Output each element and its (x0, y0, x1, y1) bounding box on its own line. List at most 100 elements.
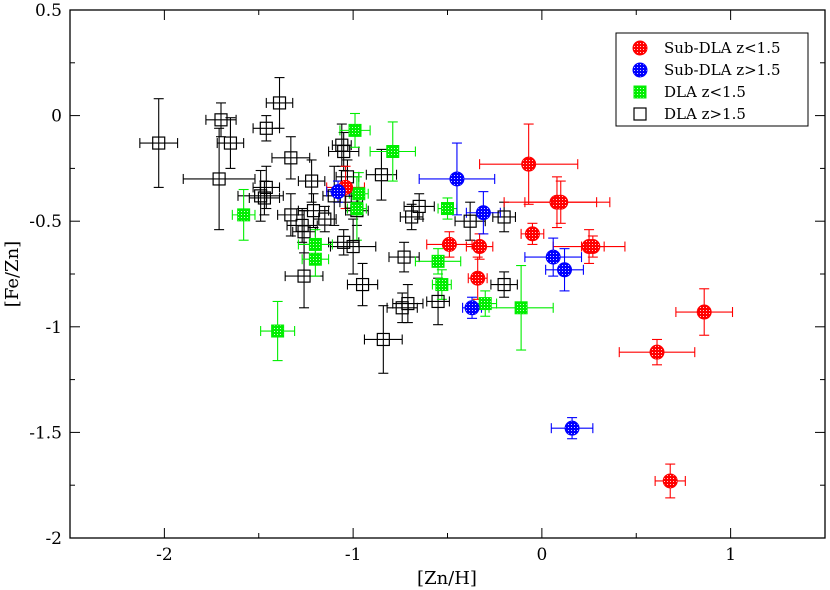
legend-marker-sub-dla-z-1-5 (632, 40, 648, 56)
dla-z-1-5-errorbar (248, 180, 281, 216)
dla-z-1-5-point (346, 239, 360, 254)
dla-z-1-5-point (237, 208, 251, 222)
legend-label-sub-dla-z-1-5: Sub-DLA z>1.5 (664, 61, 781, 79)
sub-dla-z-1-5-point (585, 239, 601, 255)
dla-z-1-5-point (412, 199, 426, 214)
y-tick-label: 0 (51, 107, 62, 127)
dla-z-1-5-point (318, 212, 332, 226)
y-tick-label: -1 (45, 318, 62, 338)
dla-z-1-5-point (152, 136, 166, 150)
sub-dla-z-1-5-point (521, 156, 537, 172)
dla-z-1-5-point (305, 174, 319, 188)
legend-marker-dla-z-1-5 (633, 107, 647, 121)
dla-z-1-5-errorbar (231, 188, 256, 241)
dla-z-1-5-point (284, 151, 298, 165)
legend-marker-dla-z-1-5 (633, 85, 647, 99)
dla-z-1-5-point (308, 252, 322, 266)
dla-z-1-5-point (306, 204, 321, 218)
dla-z-1-5-point (435, 278, 449, 292)
dla-z-1-5-errorbar (328, 229, 360, 256)
dla-z-1-5-point (478, 297, 492, 311)
y-tick-label: -2 (45, 529, 62, 549)
data-points (152, 96, 712, 489)
x-tick-label: -1 (345, 545, 362, 565)
sub-dla-z-1-5-point (464, 300, 480, 316)
dla-z-1-5-point (497, 210, 511, 224)
sub-dla-z-1-5-point (449, 171, 465, 187)
dla-z-1-5-point (348, 123, 362, 137)
dla-z-1-5-point (212, 172, 226, 186)
dla-z-1-5-point (355, 277, 370, 292)
y-tick-label: -0.5 (29, 212, 62, 232)
dla-z-1-5-errorbar (329, 218, 377, 275)
sub-dla-z-1-5-point (557, 262, 573, 278)
dla-z-1-5-point (374, 168, 389, 182)
dla-z-1-5-point (441, 202, 454, 216)
dla-z-1-5-errorbar (346, 262, 379, 307)
dla-z-1-5-point (214, 113, 228, 127)
dla-z-1-5-point (254, 189, 268, 203)
sub-dla-z-1-5-point (472, 239, 488, 255)
dla-z-1-5-errorbar (216, 117, 245, 169)
dla-z-1-5-errorbar (388, 241, 420, 273)
sub-dla-z-1-5-point (553, 194, 569, 210)
dla-z-1-5-errorbar (277, 193, 305, 237)
dla-z-1-5-point (297, 269, 311, 283)
dla-z-1-5-point (308, 237, 322, 251)
legend-marker-sub-dla-z-1-5 (632, 62, 648, 78)
x-tick-label: -2 (156, 545, 173, 565)
legend-label-dla-z-1-5: DLA z<1.5 (664, 83, 746, 101)
dla-z-1-5-point (272, 96, 287, 110)
dla-z-1-5-errorbar (490, 271, 518, 298)
sub-dla-z-1-5-point (649, 344, 665, 360)
dla-z-1-5-errorbar (365, 148, 398, 201)
legend-box (615, 32, 809, 127)
dla-z-1-5-errorbar (139, 98, 179, 188)
dla-z-1-5-point (259, 121, 273, 135)
dla-z-1-5-errorbar (312, 205, 337, 233)
dla-z-1-5-point (350, 202, 364, 216)
legend-label-dla-z-1-5: DLA z>1.5 (664, 105, 746, 123)
dla-z-1-5-errorbar (182, 127, 256, 231)
sub-dla-z-1-5-point (696, 304, 712, 320)
sub-dla-z-1-5-point (475, 205, 491, 221)
y-tick-label: 0.5 (35, 1, 62, 21)
dla-z-1-5-errorbar (265, 77, 294, 129)
dla-z-1-5-point (386, 145, 400, 159)
dla-z-1-5-point (297, 225, 311, 239)
dla-z-1-5-point (463, 214, 477, 228)
sub-dla-z-1-5-point (662, 473, 678, 489)
sub-dla-z-1-5-point (524, 226, 540, 242)
legend: Sub-DLA z<1.5 Sub-DLA z>1.5 DLA z<1.5 DLA z… (615, 32, 809, 127)
y-tick-label: -1.5 (29, 423, 62, 443)
dla-z-1-5-point (397, 250, 411, 264)
dla-z-1-5-errorbar (403, 193, 435, 220)
dla-z-1-5-point (497, 277, 511, 292)
dla-z-1-5-errorbar (237, 169, 284, 222)
dla-z-1-5-point (337, 235, 351, 249)
dla-z-1-5-point (352, 187, 366, 201)
dla-z-1-5-point (223, 136, 238, 150)
dla-z-1-5-point (257, 191, 272, 205)
y-axis-title: [Fe/Zn] (2, 241, 23, 307)
dla-z-1-5-errorbar (363, 305, 403, 374)
sub-dla-z-1-5-point (330, 184, 346, 200)
legend-label-sub-dla-z-1-5: Sub-DLA z<1.5 (664, 39, 781, 57)
x-tick-label: 1 (725, 545, 736, 565)
sub-dla-z-1-5-point (441, 236, 457, 252)
dla-z-1-5-point (431, 294, 445, 309)
x-axis-title: [Zn/H] (417, 568, 477, 589)
dla-z-1-5-point (337, 144, 351, 159)
dla-z-1-5-point (395, 301, 409, 315)
sub-dla-z-1-5-point (564, 420, 580, 436)
dla-z-1-5-point (271, 324, 285, 338)
dla-z-1-5-errorbar (399, 203, 424, 231)
dla-z-1-5-errorbar (271, 136, 311, 180)
sub-dla-z-1-5-point (470, 270, 486, 286)
sub-dla-z-1-5-point (545, 249, 561, 265)
dla-z-1-5-errorbar (205, 102, 237, 138)
axis-ticks: -2 -1 0 1 -2 -1.5 -1 -0.5 0 0.5 (29, 1, 826, 565)
dla-z-1-5-point (431, 254, 445, 268)
dla-z-1-5-errorbar (297, 159, 326, 203)
